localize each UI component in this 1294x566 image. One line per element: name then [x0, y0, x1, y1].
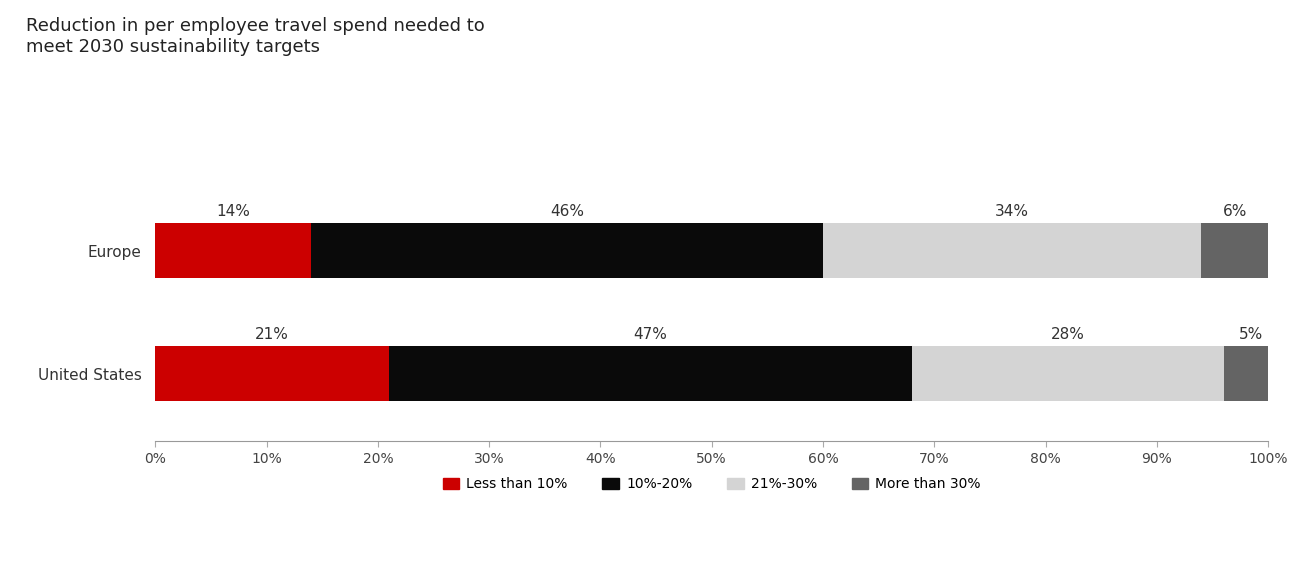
Bar [912, 346, 1224, 401]
Text: Reduction in per employee travel spend needed to
meet 2030 sustainability target: Reduction in per employee travel spend n… [26, 17, 485, 56]
Text: 14%: 14% [216, 204, 250, 220]
Bar [823, 223, 1201, 278]
Bar [389, 346, 912, 401]
Text: 34%: 34% [995, 204, 1029, 220]
Bar [1201, 223, 1268, 278]
Bar [311, 223, 823, 278]
Legend: Less than 10%, 10%-20%, 21%-30%, More than 30%: Less than 10%, 10%-20%, 21%-30%, More th… [437, 471, 986, 497]
Text: 28%: 28% [1051, 327, 1084, 342]
Text: 5%: 5% [1240, 327, 1263, 342]
Text: 46%: 46% [550, 204, 584, 220]
Bar [1224, 346, 1280, 401]
Bar [155, 223, 311, 278]
Text: 21%: 21% [255, 327, 289, 342]
Bar [155, 346, 389, 401]
Text: 6%: 6% [1223, 204, 1247, 220]
Text: 47%: 47% [634, 327, 668, 342]
